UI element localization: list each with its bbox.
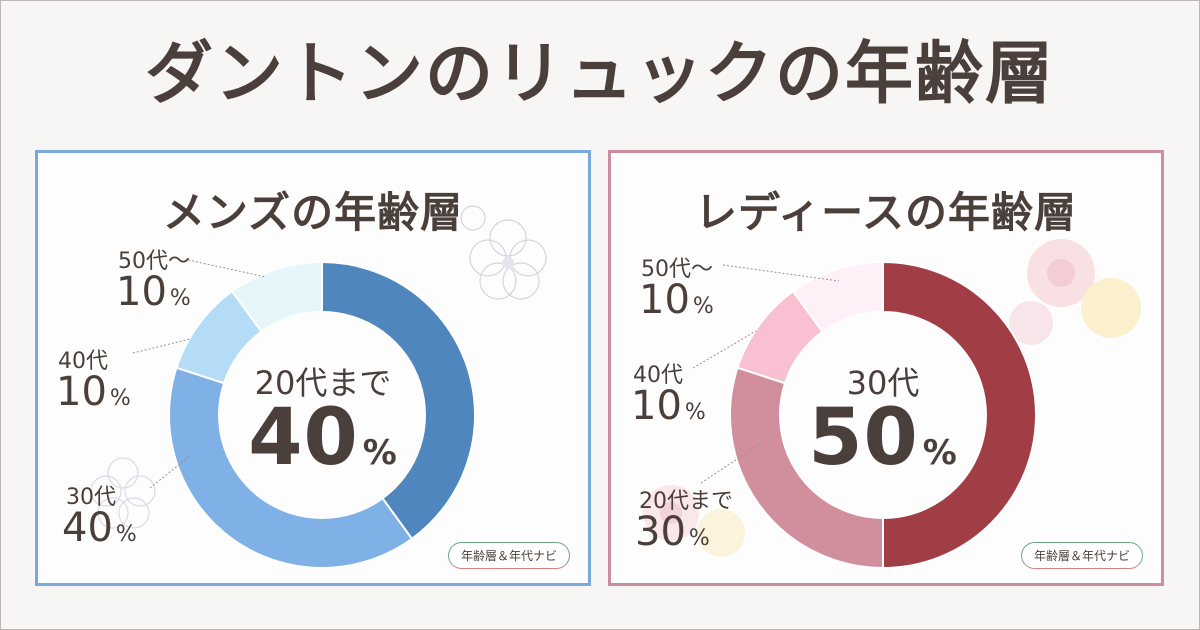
ext-value-number: 30 <box>635 509 686 555</box>
percent-sign: % <box>169 286 191 311</box>
ext-value-number: 10 <box>631 383 682 429</box>
center-value-number: 50 <box>808 393 919 483</box>
ext-value-number: 40 <box>62 505 113 551</box>
center-label: 30代 <box>846 364 920 402</box>
leader-lines <box>132 259 267 489</box>
percent-sign: % <box>115 522 137 547</box>
ext-label-category: 20代まで <box>639 489 733 514</box>
ext-label-value: 10% <box>631 383 706 429</box>
flower-decoration <box>90 457 156 529</box>
flower-decoration <box>1009 239 1141 345</box>
ext-label-value: 30% <box>635 509 710 555</box>
donut-slice-50代～ <box>791 260 884 334</box>
donut-chart-women <box>729 260 1037 570</box>
donut-slice-30代 <box>882 260 1037 570</box>
site-badge: 年齢層＆年代ナビ <box>1020 542 1143 569</box>
ext-label-category: 50代～ <box>118 249 190 274</box>
leader-line <box>722 264 840 282</box>
donut-slice-20代まで <box>729 366 884 570</box>
ext-value-number: 10 <box>56 369 107 415</box>
percent-sign: % <box>688 526 710 551</box>
men-panel: メンズの年齢層 20代まで 40% 50代～ 10% 40代 10% 30代 4… <box>35 150 591 586</box>
center-value-number: 40 <box>248 393 359 483</box>
leader-lines <box>692 264 840 484</box>
flower-decoration <box>460 205 547 300</box>
percent-sign: % <box>109 386 131 411</box>
center-value: 40% <box>223 393 423 483</box>
panel-title: レディースの年齢層 <box>695 188 1077 237</box>
leader-line <box>149 454 192 489</box>
ext-value-number: 10 <box>639 277 690 323</box>
percent-sign: % <box>684 400 706 425</box>
center-value: 50% <box>783 393 983 483</box>
percent-sign: % <box>692 294 714 319</box>
ext-label-value: 10% <box>116 269 191 315</box>
ext-label-value: 40% <box>62 505 137 551</box>
ext-label-category: 30代 <box>66 485 116 510</box>
leader-line <box>692 330 757 369</box>
donut-chart-men <box>168 260 476 569</box>
percent-sign: % <box>922 433 958 473</box>
donut-slice-20代まで <box>321 260 476 541</box>
ext-label-category: 40代 <box>58 349 108 374</box>
main-title: ダントンのリュックの年齢層 <box>144 35 1055 114</box>
ext-label-category: 50代～ <box>641 257 713 282</box>
leader-line <box>132 338 191 354</box>
ext-label-value: 10% <box>639 277 714 323</box>
panel-title: メンズの年齢層 <box>162 188 464 237</box>
site-badge: 年齢層＆年代ナビ <box>447 542 570 569</box>
leader-line <box>187 259 267 278</box>
center-label: 20代まで <box>254 364 392 402</box>
flower-decoration <box>643 485 745 557</box>
ext-value-number: 10 <box>116 269 167 315</box>
women-panel: レディースの年齢層 30代 50% 50代～ 10% 40代 10% 20代まで… <box>608 150 1164 586</box>
ext-label-value: 10% <box>56 369 131 415</box>
ext-label-category: 40代 <box>633 363 683 388</box>
percent-sign: % <box>362 433 398 473</box>
donut-slice-50代～ <box>230 260 323 334</box>
donut-slice-30代 <box>168 366 414 569</box>
leader-line <box>700 442 762 484</box>
